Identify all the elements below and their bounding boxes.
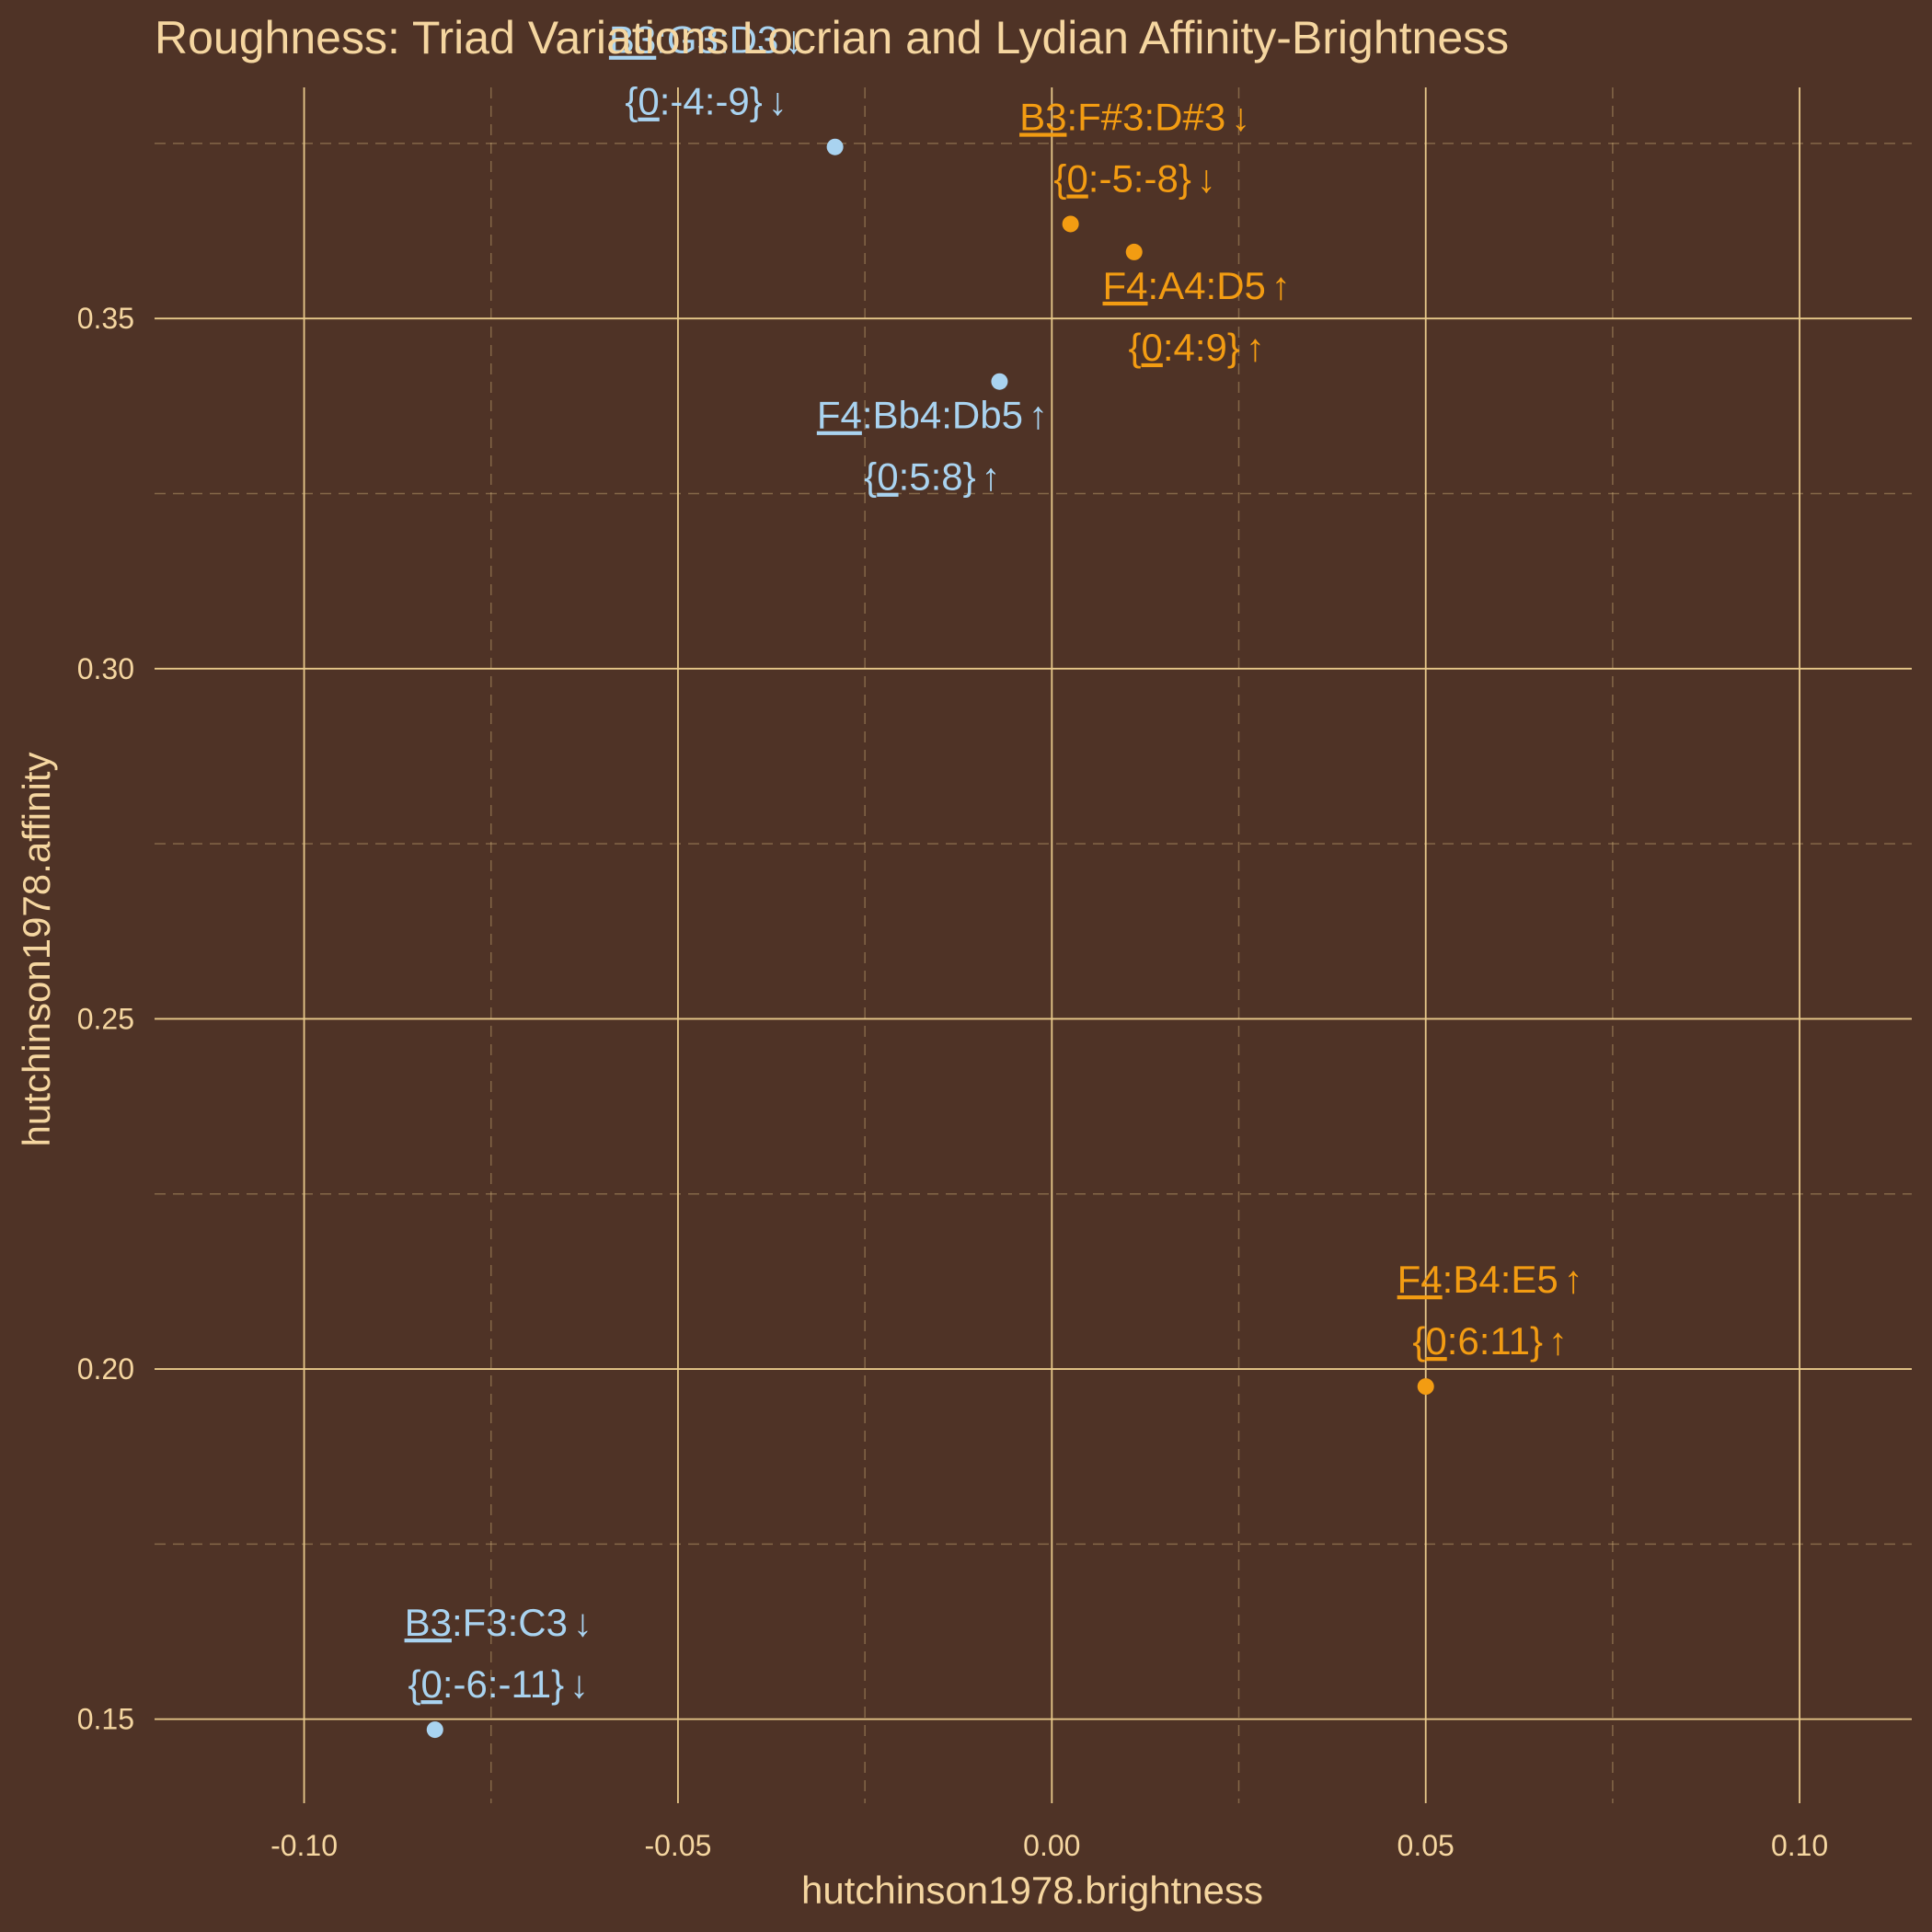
x-tick-label: 0.00 [1023,1829,1080,1862]
data-point [991,373,1008,390]
x-axis-title: hutchinson1978.brightness [801,1869,1263,1912]
y-tick-label: 0.20 [77,1352,134,1386]
point-labels: B3:G3:D3 ↓ {0:-4:-9} ↓ B3:F#3:D#3 ↓ {0:-5:-8} ↓… [405,18,1583,1706]
point-label-notes: F4:A4:D5 ↑ [1103,264,1291,307]
y-tick-label: 0.25 [77,1002,134,1035]
x-tick-label: 0.10 [1771,1829,1828,1862]
data-point [1125,243,1143,260]
y-tick-labels: 0.15 0.20 0.25 0.30 0.35 [77,302,134,1735]
x-tick-labels: -0.10 -0.05 0.00 0.05 0.10 [270,1829,1828,1862]
minor-gridlines [155,87,1912,1803]
point-label-notes: F4:Bb4:Db5 ↑ [817,394,1048,437]
point-label-notes: B3:F#3:D#3 ↓ [1019,95,1250,138]
x-tick-label: 0.05 [1397,1829,1455,1862]
major-gridlines [155,87,1912,1803]
y-tick-label: 0.35 [77,302,134,335]
y-axis-title: hutchinson1978.affinity [15,753,58,1147]
y-tick-label: 0.15 [77,1703,134,1736]
data-point [426,1721,443,1739]
point-label-notes: B3:G3:D3 ↓ [609,18,803,62]
point-label-intervals: {0:6:11} ↑ [1412,1319,1568,1363]
y-tick-label: 0.30 [77,652,134,685]
data-point [1062,215,1079,233]
point-label-notes: B3:F3:C3 ↓ [405,1601,592,1644]
data-points [426,138,1434,1739]
chart-title: Roughness: Triad Variations Locrian and … [155,12,1509,63]
x-tick-label: -0.10 [270,1829,338,1862]
data-point [826,138,844,155]
point-label-intervals: {0:-5:-8} ↓ [1053,156,1215,200]
point-label-intervals: {0:-6:-11} ↓ [408,1662,589,1706]
point-label-notes: F4:B4:E5 ↑ [1397,1258,1583,1301]
x-tick-label: -0.05 [644,1829,711,1862]
data-point [1417,1378,1434,1396]
point-label-intervals: {0:5:8} ↑ [864,455,1000,499]
point-label-intervals: {0:-4:-9} ↓ [625,80,787,123]
point-label-intervals: {0:4:9} ↑ [1128,326,1264,369]
